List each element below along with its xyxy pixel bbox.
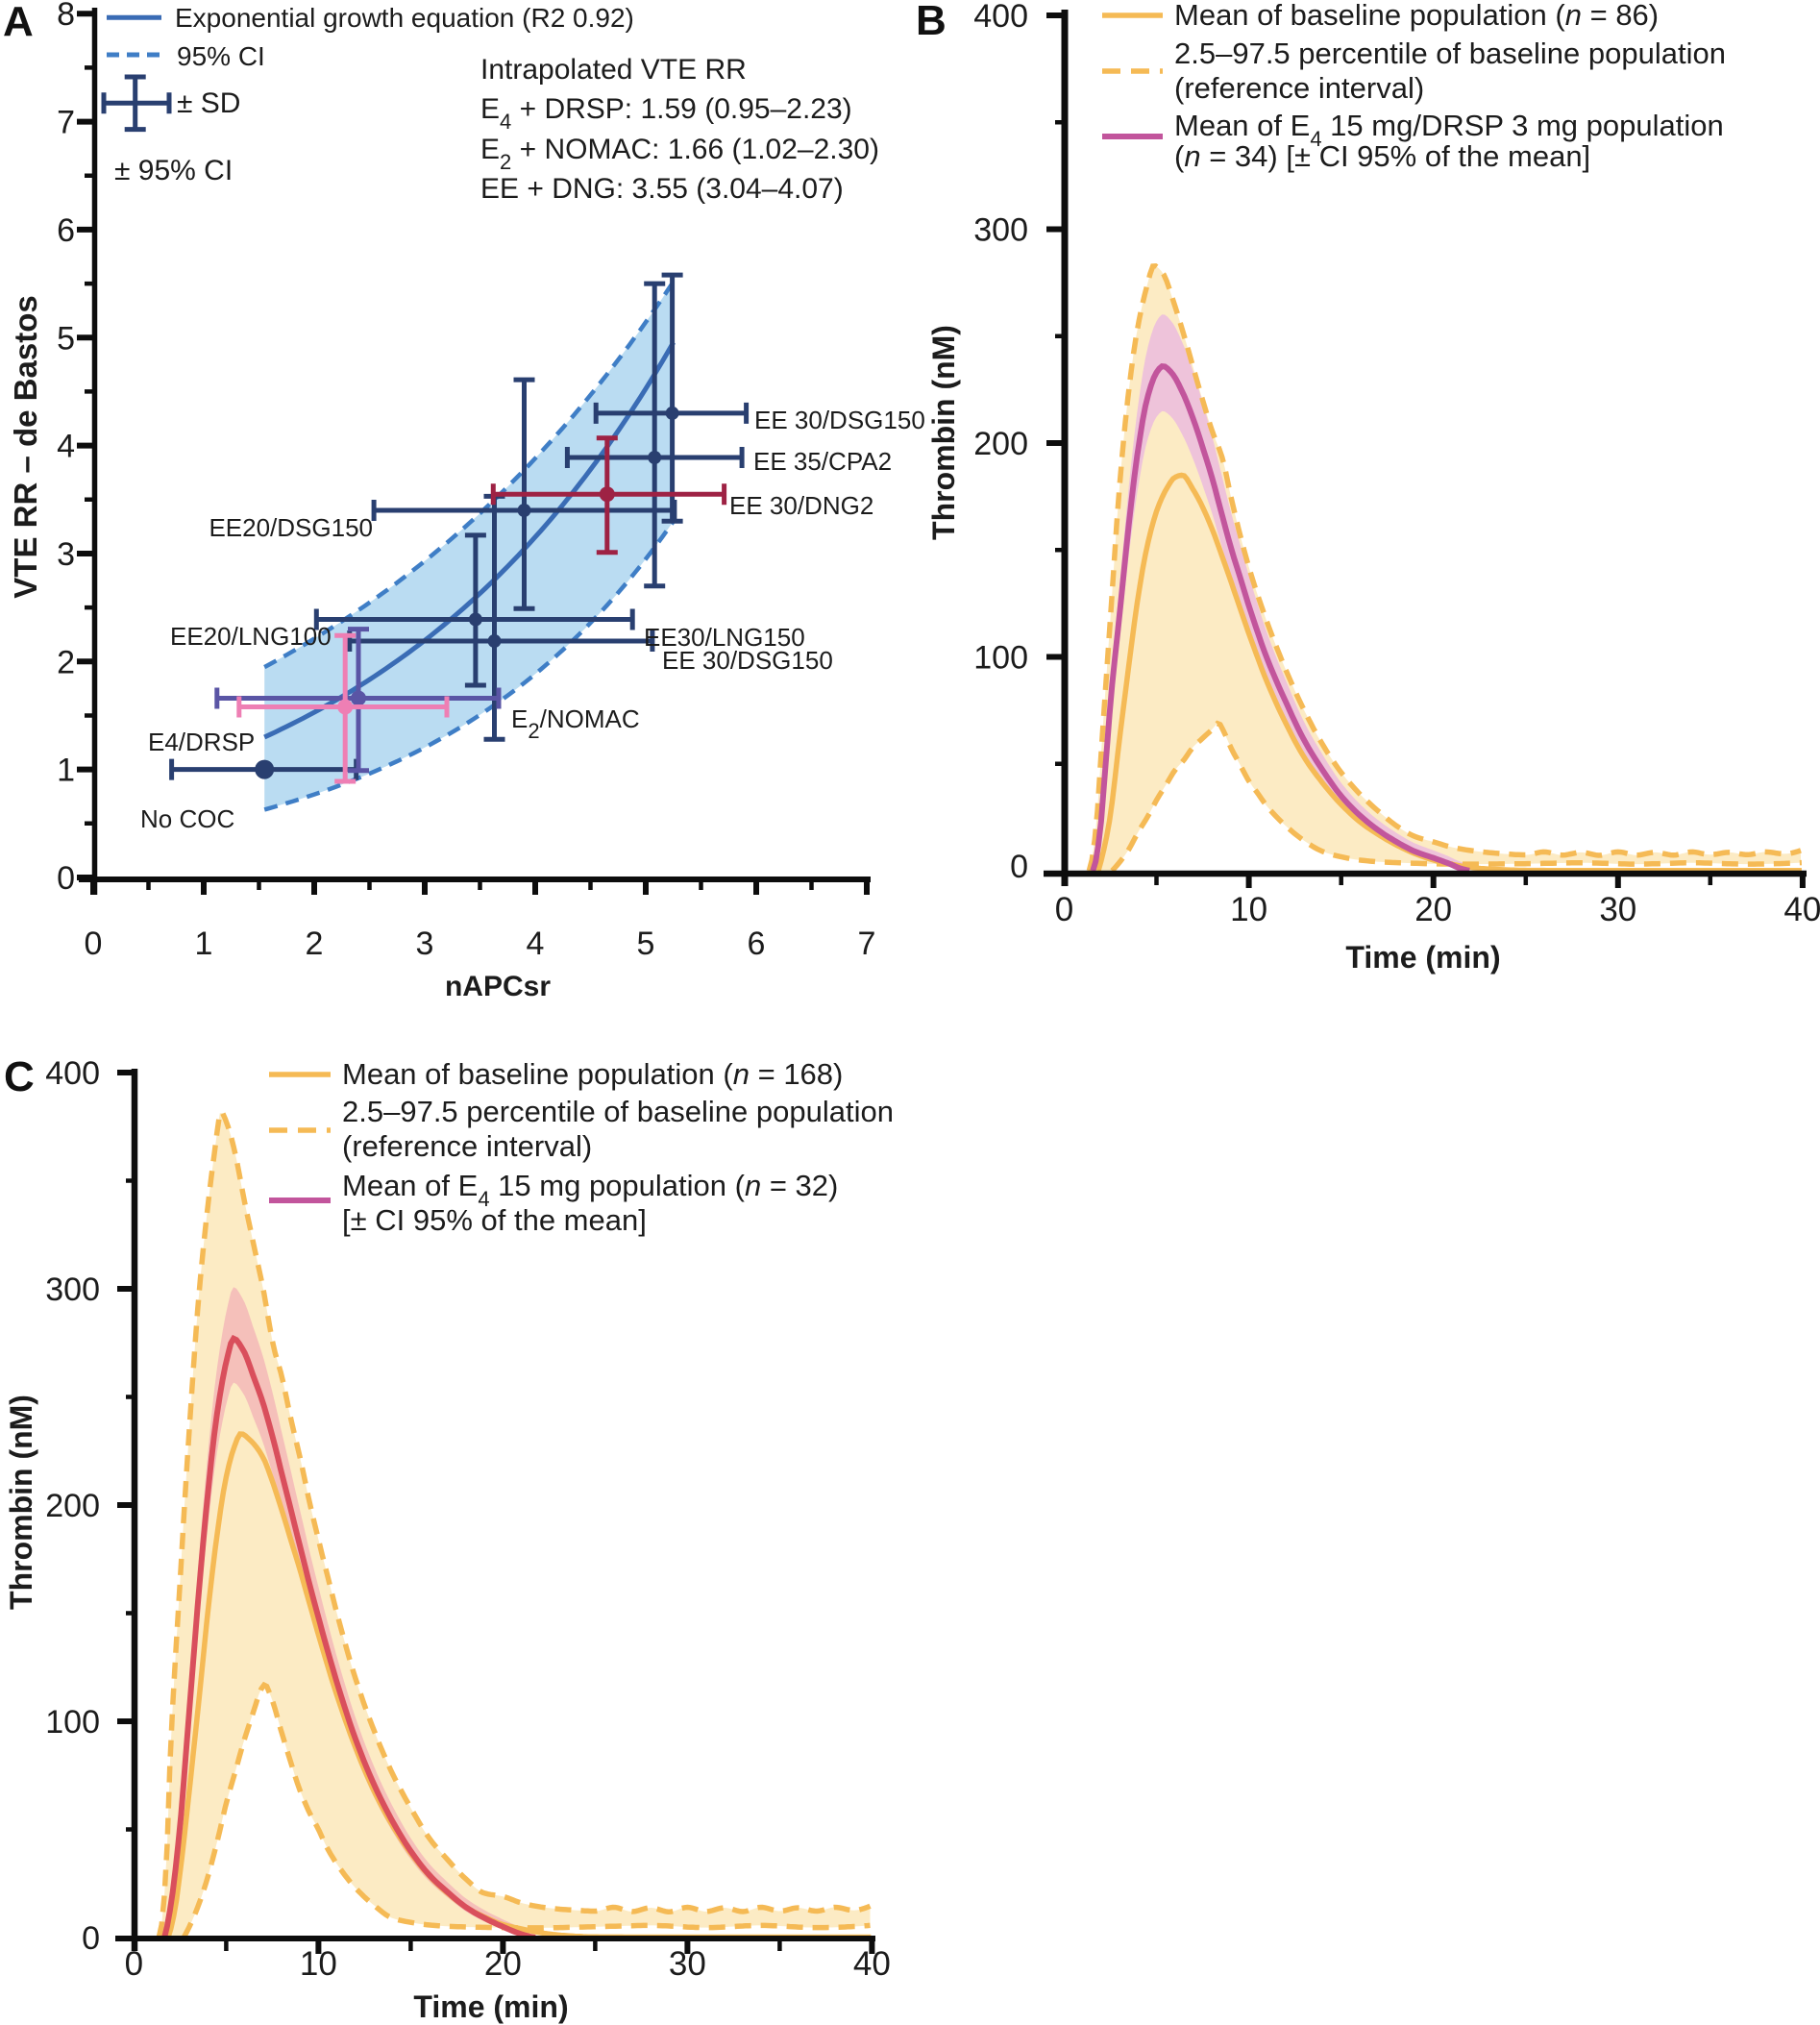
svg-text:3: 3 [57,536,75,573]
svg-text:5: 5 [57,320,75,357]
svg-text:± 95% CI: ± 95% CI [114,155,233,186]
svg-text:400: 400 [973,0,1028,35]
svg-text:1: 1 [195,926,213,962]
svg-text:Time (min): Time (min) [413,1989,568,2024]
svg-text:100: 100 [45,1704,100,1741]
svg-text:400: 400 [45,1055,100,1092]
svg-text:EE20/DSG150: EE20/DSG150 [209,513,373,542]
svg-text:2.5–97.5 percentile of baselin: 2.5–97.5 percentile of baseline populati… [342,1095,894,1128]
svg-text:300: 300 [45,1272,100,1308]
svg-text:20: 20 [1414,891,1452,928]
svg-text:[± CI 95% of the mean]: [± CI 95% of the mean] [342,1203,647,1237]
svg-text:8: 8 [57,0,75,33]
svg-text:7: 7 [57,105,75,141]
svg-text:EE 35/CPA2: EE 35/CPA2 [753,447,892,476]
svg-text:20: 20 [484,1945,522,1983]
svg-text:95% CI: 95% CI [177,41,265,71]
svg-text:0: 0 [57,860,75,897]
svg-text:0: 0 [125,1945,143,1983]
svg-text:2: 2 [57,644,75,680]
svg-text:EE30/LNG150: EE30/LNG150 [644,623,805,652]
svg-text:40: 40 [1783,891,1820,928]
svg-text:(n = 34) [± CI 95% of the mean: (n = 34) [± CI 95% of the mean] [1174,139,1590,173]
svg-text:VTE RR – de Bastos: VTE RR – de Bastos [8,295,43,598]
svg-text:200: 200 [45,1488,100,1524]
svg-text:6: 6 [748,926,766,962]
svg-text:A: A [3,0,34,45]
svg-text:Intrapolated VTE RR: Intrapolated VTE RR [480,54,747,86]
svg-text:nAPCsr: nAPCsr [445,971,551,1002]
svg-text:No COC: No COC [140,804,234,833]
svg-text:0: 0 [82,1920,100,1957]
svg-text:10: 10 [300,1945,337,1983]
svg-text:100: 100 [973,640,1028,677]
svg-text:Thrombin (nM): Thrombin (nM) [926,325,961,540]
svg-text:2: 2 [306,926,324,962]
svg-text:40: 40 [853,1945,891,1983]
svg-text:200: 200 [973,426,1028,462]
svg-text:1: 1 [57,753,75,789]
svg-text:6: 6 [57,212,75,249]
svg-text:7: 7 [858,926,876,962]
svg-text:± SD: ± SD [177,87,240,119]
svg-text:0: 0 [1010,849,1028,885]
svg-text:(reference interval): (reference interval) [342,1129,592,1163]
svg-text:30: 30 [1599,891,1636,928]
svg-text:Thrombin (nM): Thrombin (nM) [4,1395,38,1610]
svg-text:EE20/LNG100: EE20/LNG100 [170,622,332,651]
svg-text:0: 0 [85,926,103,962]
svg-text:Mean of baseline population (n: Mean of baseline population (n = 168) [342,1057,843,1091]
svg-text:Time (min): Time (min) [1345,940,1500,975]
svg-text:EE 30/DSG150: EE 30/DSG150 [754,406,925,434]
svg-text:Mean of baseline population (n: Mean of baseline population (n = 86) [1174,0,1659,32]
svg-text:B: B [916,0,947,44]
svg-text:2.5–97.5 percentile of baselin: 2.5–97.5 percentile of baseline populati… [1174,37,1726,70]
svg-text:C: C [4,1053,35,1100]
svg-text:10: 10 [1230,891,1267,928]
svg-text:300: 300 [973,212,1028,249]
svg-text:(reference interval): (reference interval) [1174,71,1424,105]
svg-text:EE 30/DNG2: EE 30/DNG2 [729,491,873,520]
svg-text:EE 30/DSG150: EE 30/DSG150 [662,646,833,675]
svg-text:4: 4 [57,429,75,465]
svg-text:0: 0 [1055,891,1073,928]
svg-text:4: 4 [527,926,545,962]
svg-text:3: 3 [416,926,434,962]
svg-text:Exponential growth equation (R: Exponential growth equation (R2 0.92) [175,3,634,33]
svg-text:E4/DRSP: E4/DRSP [148,728,255,756]
svg-text:30: 30 [669,1945,706,1983]
svg-text:EE + DNG: 3.55 (3.04–4.07): EE + DNG: 3.55 (3.04–4.07) [480,173,844,205]
svg-text:5: 5 [637,926,655,962]
